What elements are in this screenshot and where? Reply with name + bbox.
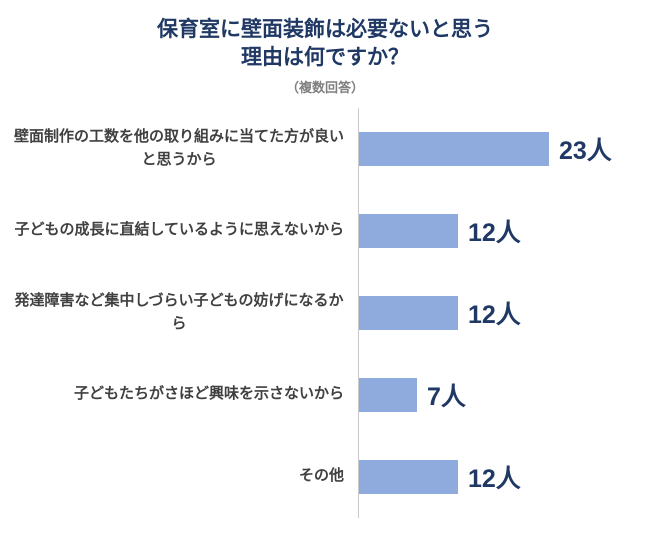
bar-row: 子どもたちがさほど興味を示さないから 7人: [0, 353, 650, 436]
bar-area: 12人: [358, 189, 650, 272]
bar-row: その他 12人: [0, 435, 650, 518]
category-label: 発達障害など集中しづらい子どもの妨げになるから: [14, 292, 344, 332]
bar-area: 12人: [358, 271, 650, 354]
chart-header: 保育室に壁面装飾は必要ないと思う 理由は何ですか？ （複数回答）: [0, 0, 650, 96]
bar-row: 発達障害など集中しづらい子どもの妨げになるから 12人: [0, 271, 650, 354]
category-label: 子どもの成長に直結しているように思えないから: [14, 221, 344, 239]
value-label: 12人: [468, 218, 521, 247]
bar-row: 子どもの成長に直結しているように思えないから 12人: [0, 189, 650, 272]
chart-title-line1: 保育室に壁面装飾は必要ないと思う: [157, 18, 493, 41]
value-label: 12人: [468, 464, 521, 493]
bar-area: 12人: [358, 435, 650, 518]
value-label: 7人: [427, 382, 466, 411]
category-label-cell: 壁面制作の工数を他の取り組みに当てた方が良いと思うから: [0, 126, 358, 171]
value-label: 12人: [468, 300, 521, 329]
bar: [359, 295, 458, 330]
bar-area: 7人: [358, 353, 650, 436]
value-label: 23人: [559, 136, 612, 165]
category-label: 子どもたちがさほど興味を示さないから: [73, 385, 344, 403]
chart-subtitle: （複数回答）: [285, 79, 364, 95]
bar-chart: 壁面制作の工数を他の取り組みに当てた方が良いと思うから 23人子どもの成長に直結し…: [0, 107, 650, 518]
bar-row: 壁面制作の工数を他の取り組みに当てた方が良いと思うから 23人: [0, 107, 650, 190]
bar: [359, 213, 458, 248]
bar: [359, 377, 417, 412]
bar: [359, 459, 458, 494]
bar-area: 23人: [358, 107, 650, 190]
category-label: 壁面制作の工数を他の取り組みに当てた方が良いと思うから: [14, 128, 345, 168]
bar: [359, 131, 549, 166]
category-label-cell: 子どもの成長に直結しているように思えないから: [0, 219, 358, 242]
chart-title: 保育室に壁面装飾は必要ないと思う 理由は何ですか？: [0, 16, 650, 73]
category-label-cell: 子どもたちがさほど興味を示さないから: [0, 383, 358, 406]
category-label-cell: 発達障害など集中しづらい子どもの妨げになるから: [0, 290, 358, 335]
chart-title-line2: 理由は何ですか？: [241, 46, 409, 70]
category-label: その他: [298, 467, 344, 485]
category-label-cell: その他: [0, 465, 358, 488]
